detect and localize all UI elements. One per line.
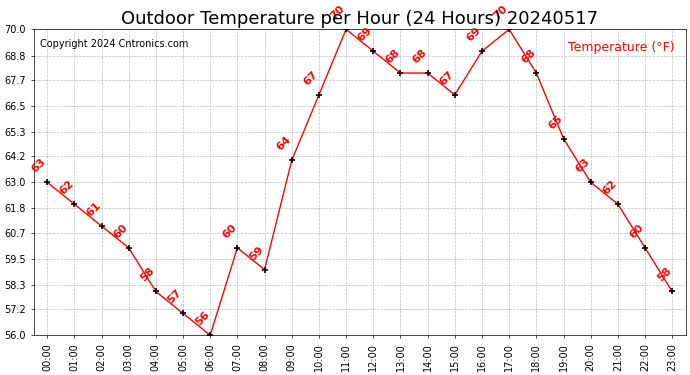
- Temperature (°F): [124, 246, 132, 250]
- Line: Temperature (°F): Temperature (°F): [43, 26, 676, 339]
- Temperature (°F): [70, 202, 79, 206]
- Text: 69: 69: [356, 26, 374, 44]
- Text: 56: 56: [193, 309, 211, 327]
- Temperature (°F): [97, 224, 106, 228]
- Temperature (°F): [668, 289, 676, 294]
- Text: 63: 63: [573, 157, 591, 175]
- Legend: Temperature (°F): Temperature (°F): [563, 36, 680, 58]
- Text: 62: 62: [601, 178, 619, 196]
- Temperature (°F): [641, 246, 649, 250]
- Text: 58: 58: [139, 266, 157, 284]
- Temperature (°F): [342, 27, 351, 32]
- Text: 60: 60: [628, 222, 646, 240]
- Text: 59: 59: [248, 244, 266, 262]
- Text: 68: 68: [383, 47, 402, 65]
- Text: 63: 63: [30, 157, 48, 175]
- Text: 61: 61: [84, 200, 102, 218]
- Temperature (°F): [613, 202, 622, 206]
- Temperature (°F): [315, 93, 323, 97]
- Temperature (°F): [396, 71, 404, 75]
- Temperature (°F): [478, 49, 486, 53]
- Temperature (°F): [179, 311, 187, 316]
- Temperature (°F): [560, 136, 568, 141]
- Temperature (°F): [505, 27, 513, 32]
- Text: 67: 67: [437, 69, 455, 87]
- Temperature (°F): [43, 180, 51, 184]
- Text: 65: 65: [546, 113, 564, 131]
- Temperature (°F): [424, 71, 432, 75]
- Text: 60: 60: [220, 222, 238, 240]
- Text: 68: 68: [519, 47, 538, 65]
- Text: 60: 60: [112, 222, 130, 240]
- Text: 62: 62: [57, 178, 75, 196]
- Text: 58: 58: [655, 266, 673, 284]
- Temperature (°F): [206, 333, 215, 338]
- Text: Copyright 2024 Cntronics.com: Copyright 2024 Cntronics.com: [40, 39, 188, 48]
- Temperature (°F): [451, 93, 459, 97]
- Temperature (°F): [532, 71, 540, 75]
- Temperature (°F): [152, 289, 160, 294]
- Text: 69: 69: [465, 26, 483, 44]
- Text: 64: 64: [275, 135, 293, 153]
- Temperature (°F): [586, 180, 595, 184]
- Title: Outdoor Temperature per Hour (24 Hours) 20240517: Outdoor Temperature per Hour (24 Hours) …: [121, 10, 598, 28]
- Temperature (°F): [369, 49, 377, 53]
- Text: 57: 57: [166, 288, 184, 306]
- Text: 67: 67: [302, 69, 320, 87]
- Text: 68: 68: [411, 47, 428, 65]
- Temperature (°F): [260, 267, 268, 272]
- Temperature (°F): [288, 158, 296, 163]
- Text: 70: 70: [492, 4, 510, 22]
- Text: 70: 70: [329, 4, 347, 22]
- Temperature (°F): [233, 246, 242, 250]
